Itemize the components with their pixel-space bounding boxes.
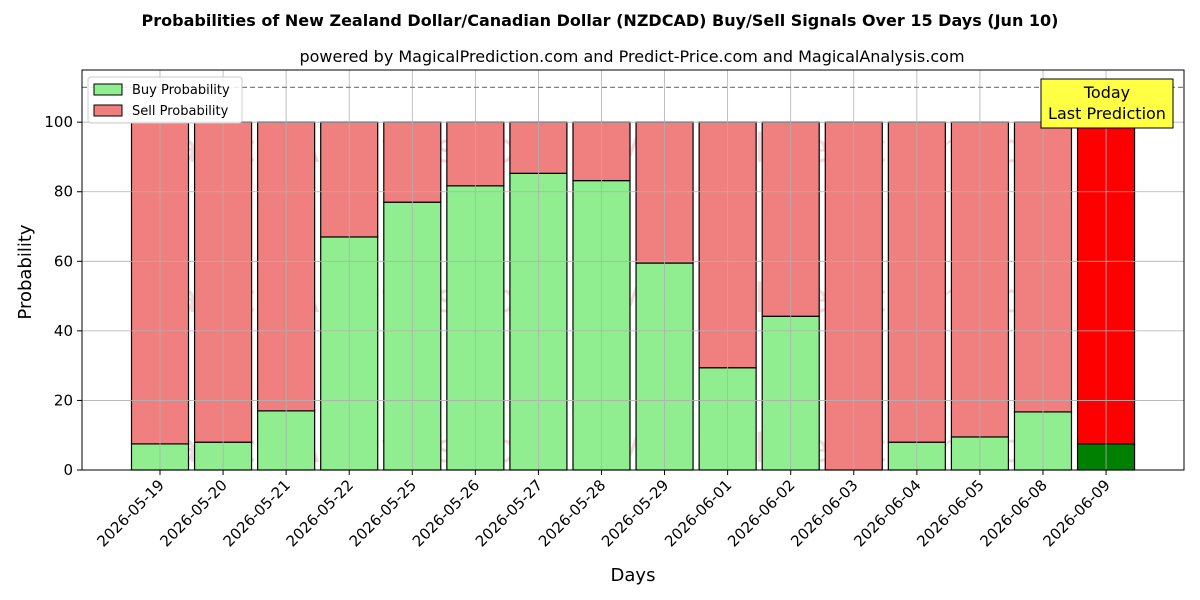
x-tick-label: 2026-06-09	[1039, 476, 1113, 550]
x-axis-label: Days	[611, 565, 656, 586]
chart-title: Probabilities of New Zealand Dollar/Cana…	[142, 11, 1059, 30]
legend-label: Sell Probability	[132, 104, 229, 119]
x-tick-label: 2026-06-04	[850, 476, 924, 550]
x-tick-label: 2026-06-05	[913, 476, 987, 550]
x-tick-label: 2026-05-20	[157, 476, 231, 550]
today-label-text: Last Prediction	[1048, 104, 1166, 123]
x-tick-label: 2026-06-01	[661, 476, 735, 550]
y-axis-label: Probability	[15, 224, 36, 319]
legend-swatch	[93, 83, 123, 96]
y-tick-label: 0	[63, 461, 73, 479]
y-tick-label: 100	[44, 113, 73, 131]
y-tick-label: 20	[54, 391, 73, 409]
x-tick-label: 2026-05-21	[220, 476, 294, 550]
x-tick-label: 2026-05-28	[535, 476, 609, 550]
x-tick-label: 2026-06-02	[724, 476, 798, 550]
x-tick-label: 2026-06-08	[976, 476, 1050, 550]
x-tick-label: 2026-05-27	[472, 476, 546, 550]
y-tick-label: 60	[54, 252, 73, 270]
today-label-text: Today	[1083, 83, 1130, 102]
x-tick-label: 2026-05-26	[409, 476, 483, 550]
chart-subtitle: powered by MagicalPrediction.com and Pre…	[299, 47, 964, 66]
legend-label: Buy Probability	[132, 83, 230, 98]
y-tick-label: 80	[54, 183, 73, 201]
x-tick-label: 2026-05-29	[598, 476, 672, 550]
y-tick-label: 40	[54, 322, 73, 340]
x-tick-label: 2026-05-25	[346, 476, 420, 550]
x-tick-label: 2026-05-22	[283, 476, 357, 550]
x-tick-label: 2026-05-19	[93, 476, 167, 550]
plot-frame	[81, 69, 1185, 471]
legend-box	[87, 76, 243, 124]
plot-area: MagicalAnalysis.comMagicalPrediction.com…	[44, 69, 1185, 550]
legend-swatch	[93, 104, 123, 117]
today-label-box	[1040, 78, 1174, 129]
x-tick-label: 2026-06-03	[787, 476, 861, 550]
